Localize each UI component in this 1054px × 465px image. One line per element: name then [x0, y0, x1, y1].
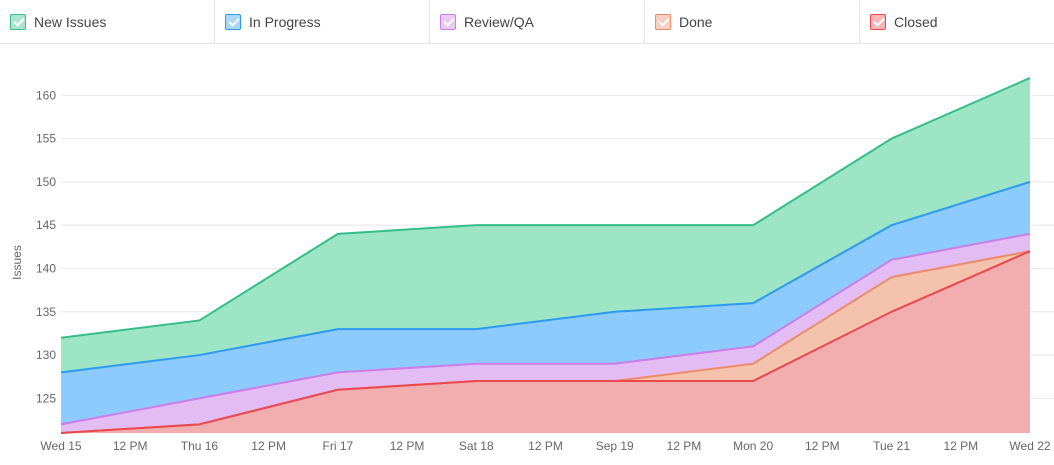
- x-tick-label: Sep 19: [596, 439, 634, 453]
- legend-item-closed[interactable]: Closed: [860, 0, 1054, 44]
- y-axis-title: Issues: [10, 245, 24, 280]
- legend-item-new-issues[interactable]: New Issues: [0, 0, 215, 44]
- legend-label: Closed: [894, 14, 938, 30]
- legend-label: Done: [679, 14, 713, 30]
- y-tick-label: 150: [36, 175, 56, 189]
- x-tick-label: Sat 18: [459, 439, 494, 453]
- y-tick-label: 145: [36, 218, 56, 232]
- x-tick-label: 12 PM: [805, 439, 840, 453]
- legend-label: New Issues: [34, 14, 107, 30]
- checkbox-checked-icon[interactable]: [10, 14, 26, 30]
- x-tick-label: Tue 21: [873, 439, 910, 453]
- y-tick-label: 125: [36, 391, 56, 405]
- legend-label: Review/QA: [464, 14, 535, 30]
- area-chart: 125 130 135 140 145 150 155 160 Issues Wed 15 12 P…: [10, 77, 1054, 453]
- x-tick-label: Wed 15: [40, 439, 81, 453]
- legend-item-in-progress[interactable]: In Progress: [215, 0, 430, 44]
- series-line-new-issues: [60, 77, 1031, 339]
- y-tick-label: 140: [36, 261, 56, 275]
- legend-item-review-qa[interactable]: Review/QA: [430, 0, 645, 44]
- checkbox-checked-icon[interactable]: [440, 14, 456, 30]
- series-line-review-qa: [60, 232, 1031, 426]
- x-tick-label: 12 PM: [943, 439, 978, 453]
- checkbox-checked-icon[interactable]: [870, 14, 886, 30]
- x-tick-label: 12 PM: [113, 439, 148, 453]
- series-line-in-progress: [60, 180, 1031, 374]
- legend-label: In Progress: [249, 14, 321, 30]
- x-tick-label: 12 PM: [528, 439, 563, 453]
- x-tick-label: Thu 16: [181, 439, 219, 453]
- checkbox-checked-icon[interactable]: [225, 14, 241, 30]
- series-line-closed: [60, 250, 1031, 434]
- x-tick-label: Mon 20: [733, 439, 773, 453]
- x-tick-label: Wed 22: [1009, 439, 1050, 453]
- y-tick-label: 130: [36, 348, 56, 362]
- legend-item-done[interactable]: Done: [645, 0, 860, 44]
- y-tick-label: 155: [36, 132, 56, 146]
- chart-legend: New Issues In Progress Review/QA Done Cl…: [0, 0, 1054, 44]
- x-tick-label: 12 PM: [667, 439, 702, 453]
- y-tick-label: 160: [36, 88, 56, 102]
- x-tick-label: 12 PM: [390, 439, 425, 453]
- series-area-closed: [61, 251, 1030, 433]
- x-tick-label: 12 PM: [251, 439, 286, 453]
- y-tick-label: 135: [36, 305, 56, 319]
- checkbox-checked-icon[interactable]: [655, 14, 671, 30]
- x-tick-label: Fri 17: [323, 439, 354, 453]
